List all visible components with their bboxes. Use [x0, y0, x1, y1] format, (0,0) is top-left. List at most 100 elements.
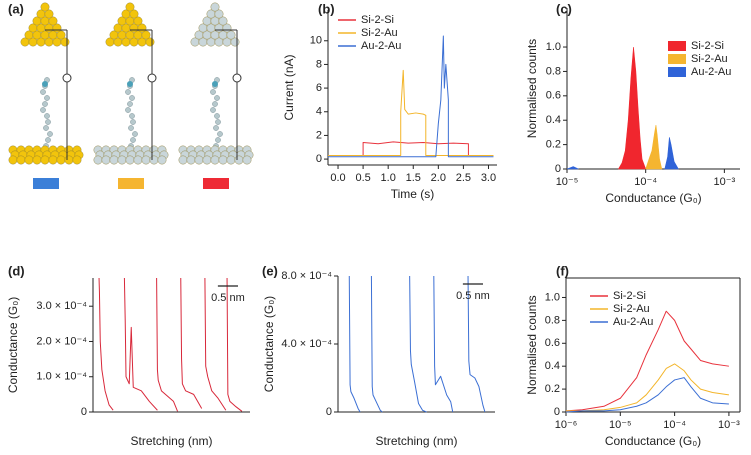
x-tick-label: 0.5 — [355, 172, 370, 184]
y-tick-label: 0 — [81, 406, 87, 418]
x-tick-label: 1.0 — [381, 172, 396, 184]
trace-line — [204, 277, 227, 411]
y-tick-label: 0 — [554, 406, 560, 418]
molecule-atom — [213, 125, 219, 131]
trace-line — [180, 277, 203, 409]
electrode-atom — [178, 155, 188, 165]
trace-line — [370, 275, 383, 413]
trace-line — [433, 275, 454, 413]
legend-label: Au-2-Au — [361, 40, 401, 52]
y-tick-label: 0 — [326, 406, 332, 418]
molecule-atom — [42, 101, 48, 107]
molecule-atom — [129, 95, 135, 101]
y-axis-title: Conductance (G₀) — [6, 297, 20, 393]
x-tick-label: 10⁻⁶ — [555, 419, 578, 431]
legend-swatch — [668, 67, 686, 77]
molecule-atom — [129, 113, 135, 119]
electrode-atom — [133, 155, 143, 165]
molecule-atom — [45, 137, 51, 143]
legend-label: Si-2-Au — [613, 303, 650, 315]
legend-label: Si-2-Si — [691, 40, 724, 52]
electrode-atom — [141, 30, 151, 40]
x-tick-label: 2.5 — [456, 172, 471, 184]
molecule-atom — [217, 131, 223, 137]
molecule-atom — [127, 101, 133, 107]
x-tick-label: 2.0 — [431, 172, 446, 184]
y-tick-label: 0.6 — [545, 337, 560, 349]
x-tick-label: 10⁻³ — [714, 176, 736, 188]
molecule-atom — [132, 131, 138, 137]
molecule-atom — [47, 131, 53, 137]
legend-label: Si-2-Si — [361, 14, 394, 26]
y-tick-label: 4.0 × 10⁻⁴ — [281, 338, 332, 350]
x-axis-title: Time (s) — [391, 187, 435, 201]
electrode-atom — [210, 155, 220, 165]
molecule-atom — [215, 119, 221, 125]
electrode-atom — [56, 155, 66, 165]
trace-line — [565, 377, 729, 413]
histogram-area — [645, 125, 663, 170]
x-tick-label: 10⁻³ — [718, 419, 740, 431]
electrode-atom — [24, 155, 34, 165]
molecule-atom — [214, 113, 220, 119]
y-tick-label: 0.8 — [546, 65, 561, 77]
electrode-atom — [210, 2, 220, 12]
trace-line — [328, 141, 494, 157]
y-tick-label: 0.8 — [545, 314, 560, 326]
electrode-atom — [16, 155, 26, 165]
ammeter — [62, 73, 72, 83]
sulfur-atom — [127, 81, 133, 87]
plot-area — [565, 310, 729, 413]
plot-area — [348, 275, 486, 413]
x-axis-title: Conductance (G₀) — [605, 191, 701, 205]
trace-line — [328, 35, 494, 158]
electrode-atom — [218, 16, 228, 26]
electrode-atom — [125, 2, 135, 12]
molecule-atom — [214, 95, 220, 101]
electrode-atom — [40, 155, 50, 165]
y-tick-label: 0.2 — [546, 139, 561, 151]
trace-line — [226, 277, 243, 412]
legend-label: Si-2-Au — [361, 27, 398, 39]
sulfur-atom — [42, 81, 48, 87]
trace-line — [467, 275, 486, 413]
y-tick-label: 0 — [316, 153, 322, 165]
electrode-atom — [93, 155, 103, 165]
electrode-atom — [56, 30, 66, 40]
scale-bar-label: 0.5 nm — [456, 290, 490, 302]
y-tick-label: 2 — [316, 129, 322, 141]
x-tick-label: 1.5 — [406, 172, 421, 184]
legend-label: Au-2-Au — [691, 66, 731, 78]
electrode-atom — [64, 155, 74, 165]
x-tick-label: 10⁻⁴ — [634, 176, 657, 188]
electrode-atom — [109, 155, 119, 165]
electrode-atom — [218, 155, 228, 165]
electrode-atom — [117, 155, 127, 165]
x-tick-label: 10⁻⁵ — [609, 419, 632, 431]
sulfur-atom — [212, 81, 218, 87]
electrode-atom — [40, 2, 50, 12]
legend-label: Si-2-Au — [691, 53, 728, 65]
plot-area — [566, 47, 679, 170]
electrode-atom — [44, 9, 54, 19]
histogram-area — [617, 47, 647, 170]
legend-swatch — [668, 41, 686, 51]
y-tick-label: 8 — [316, 58, 322, 70]
molecule-atom — [40, 89, 46, 95]
ammeter — [232, 73, 242, 83]
molecule-atom — [125, 107, 131, 113]
x-axis-title: Stretching (nm) — [375, 434, 457, 448]
color-key — [203, 178, 229, 189]
molecule-atom — [128, 125, 134, 131]
y-axis-title: Normalised counts — [525, 39, 539, 138]
y-tick-label: 0 — [555, 163, 561, 175]
y-tick-label: 0.4 — [545, 360, 560, 372]
panel-label: (c) — [556, 1, 572, 16]
y-axis-title: Normalised counts — [525, 295, 539, 394]
trace-line — [98, 277, 114, 411]
electrode-atom — [8, 155, 18, 165]
color-key — [118, 178, 144, 189]
y-tick-label: 6 — [316, 82, 322, 94]
